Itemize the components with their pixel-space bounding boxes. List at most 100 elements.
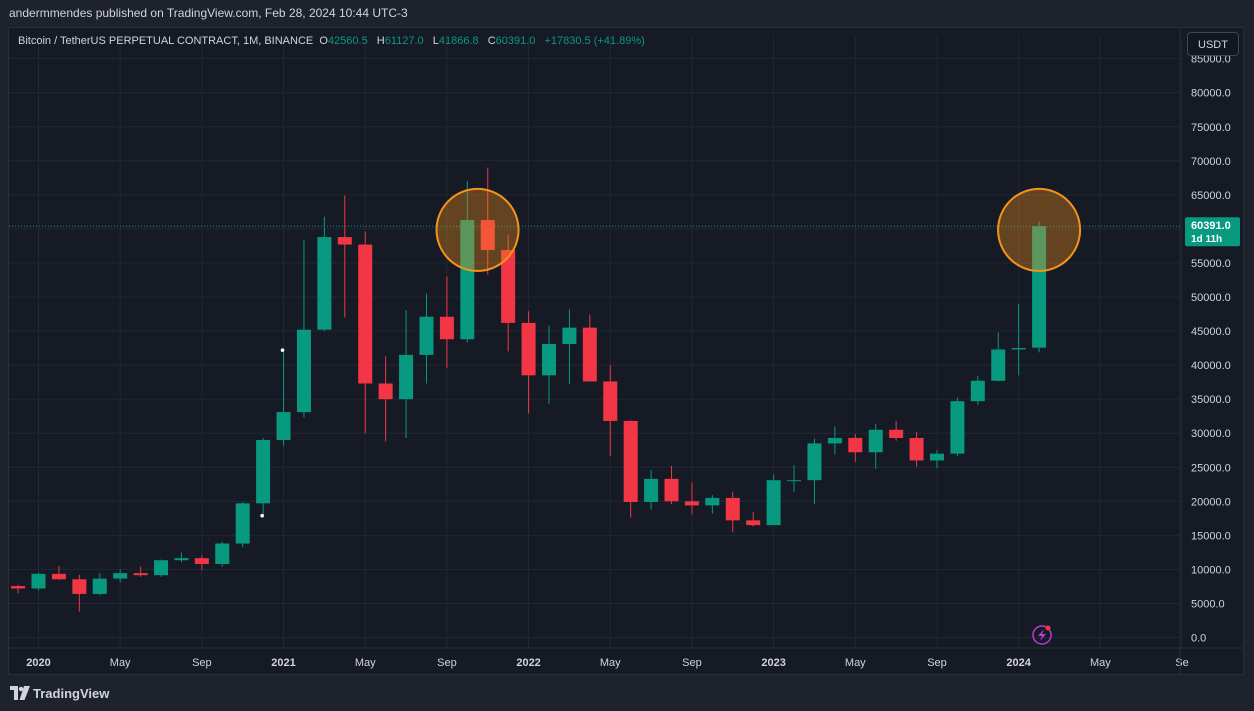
candle[interactable]: [235, 501, 250, 548]
last-price-tag: 60391.0 1d 11h: [1185, 217, 1240, 247]
symbol-legend: Bitcoin / TetherUS PERPETUAL CONTRACT, 1…: [18, 35, 651, 47]
x-tick-label: Se: [1175, 657, 1188, 669]
candle[interactable]: [256, 437, 271, 518]
x-tick-label: 2022: [516, 657, 540, 669]
high-value: 61127.0: [384, 35, 424, 47]
candle[interactable]: [154, 559, 169, 577]
candle[interactable]: [705, 495, 720, 514]
candle-body: [746, 520, 761, 526]
candle[interactable]: [644, 469, 659, 510]
footer: TradingView: [0, 676, 1254, 711]
candle[interactable]: [991, 332, 1006, 382]
candle[interactable]: [1011, 303, 1026, 376]
candle[interactable]: [766, 474, 781, 526]
candle[interactable]: [194, 555, 209, 571]
candle[interactable]: [337, 195, 352, 318]
y-tick-label: 15000.0: [1191, 530, 1231, 542]
candle[interactable]: [317, 216, 332, 332]
marker-dot: [260, 513, 264, 518]
candle[interactable]: [807, 438, 822, 505]
x-tick-label: May: [600, 657, 621, 669]
candle[interactable]: [11, 584, 26, 594]
candle[interactable]: [51, 565, 66, 580]
candle[interactable]: [970, 375, 985, 405]
candle-body: [1011, 348, 1026, 350]
candle[interactable]: [664, 465, 679, 505]
candle-body: [807, 443, 822, 481]
candle-body: [460, 220, 475, 340]
highlight-circle[interactable]: [435, 187, 520, 272]
candle[interactable]: [174, 552, 189, 563]
candle-body: [51, 573, 66, 580]
currency-button[interactable]: USDT: [1187, 32, 1239, 56]
candle[interactable]: [399, 309, 414, 438]
candle[interactable]: [215, 541, 230, 567]
x-tick-label: Sep: [682, 657, 702, 669]
candle[interactable]: [276, 352, 291, 446]
candle-body: [337, 237, 352, 245]
candle[interactable]: [1032, 221, 1047, 353]
candle[interactable]: [521, 311, 536, 414]
y-tick-label: 75000.0: [1191, 122, 1231, 134]
candle[interactable]: [113, 569, 128, 583]
candle-body: [133, 573, 148, 576]
candle[interactable]: [909, 431, 924, 467]
candle[interactable]: [439, 276, 454, 368]
candle[interactable]: [889, 420, 904, 441]
candle-body: [92, 578, 107, 594]
candle[interactable]: [623, 420, 638, 518]
candle[interactable]: [92, 573, 107, 596]
candle[interactable]: [868, 423, 883, 469]
highlight-circle[interactable]: [997, 187, 1082, 272]
candle[interactable]: [848, 433, 863, 462]
y-tick-label: 55000.0: [1191, 258, 1231, 270]
candle[interactable]: [542, 325, 556, 404]
candle-body: [766, 480, 781, 526]
candle-body: [256, 440, 271, 504]
candle-body: [235, 503, 250, 544]
candle[interactable]: [562, 309, 577, 385]
candle[interactable]: [72, 574, 87, 612]
low-label: L: [432, 35, 439, 47]
candle[interactable]: [787, 465, 802, 492]
candle[interactable]: [419, 293, 434, 384]
price-tag-bg: [1185, 217, 1240, 247]
y-tick-label: 40000.0: [1191, 360, 1231, 372]
y-tick-label: 80000.0: [1191, 88, 1231, 100]
candle-body: [868, 429, 883, 453]
open-label: O: [319, 35, 328, 47]
candle[interactable]: [378, 356, 393, 442]
candle[interactable]: [358, 231, 373, 434]
publisher-header: andermmendes published on TradingView.co…: [0, 0, 1254, 26]
candle[interactable]: [31, 572, 46, 591]
candle[interactable]: [684, 482, 699, 515]
candle-body: [725, 497, 740, 521]
tradingview-logo-icon: [10, 686, 30, 700]
candle[interactable]: [827, 426, 842, 455]
candle[interactable]: [603, 365, 618, 456]
candle[interactable]: [725, 491, 740, 532]
candle[interactable]: [501, 235, 516, 352]
candle-body: [684, 501, 699, 506]
close-value: 60391.0: [495, 35, 536, 47]
x-tick-label: May: [845, 657, 866, 669]
x-tick-label: May: [110, 657, 131, 669]
close-label: C: [487, 35, 496, 47]
x-tick-label: 2021: [271, 657, 295, 669]
candle-body: [644, 478, 659, 502]
candle[interactable]: [950, 397, 965, 457]
candle[interactable]: [582, 314, 597, 382]
candle[interactable]: [746, 512, 761, 527]
lightning-event-icon[interactable]: [1032, 625, 1052, 645]
y-tick-label: 85000.0: [1191, 54, 1231, 66]
candle[interactable]: [480, 167, 495, 275]
candle[interactable]: [929, 450, 944, 468]
x-tick-label: Sep: [927, 657, 947, 669]
candle[interactable]: [460, 181, 475, 343]
candle-body: [950, 401, 965, 454]
chart-frame[interactable]: [8, 27, 1244, 675]
y-tick-label: 45000.0: [1191, 326, 1231, 338]
candle[interactable]: [296, 240, 311, 418]
candle[interactable]: [133, 566, 148, 577]
